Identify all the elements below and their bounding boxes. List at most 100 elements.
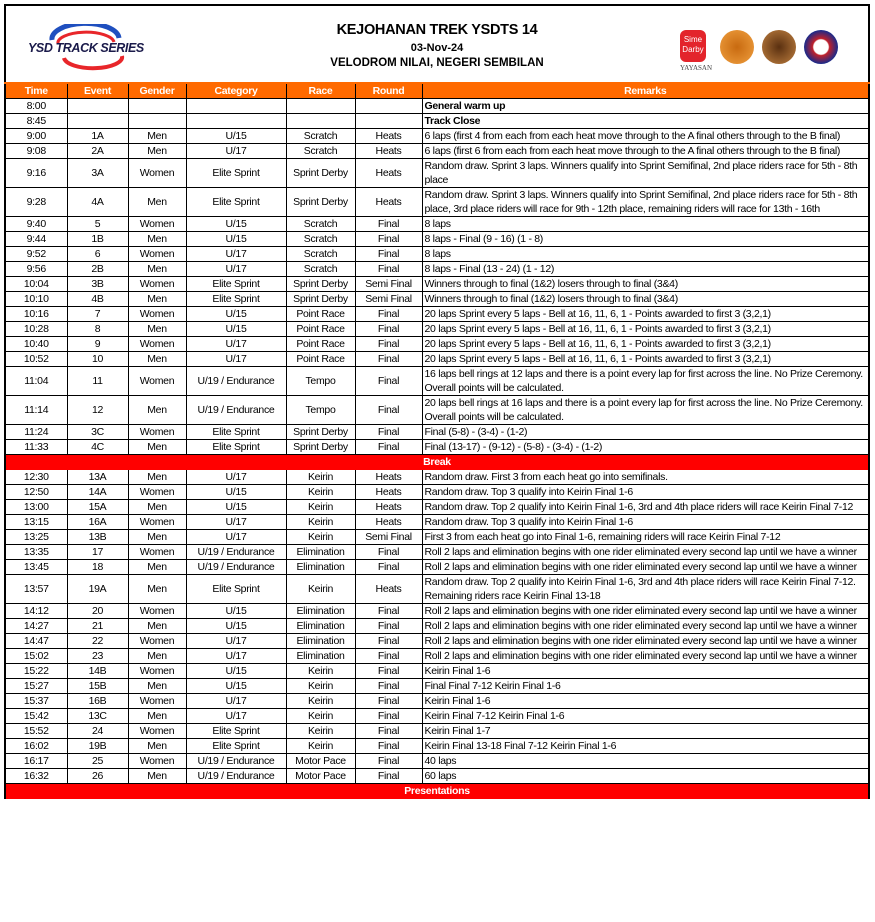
- cell-time: 12:30: [4, 469, 68, 485]
- cell-category: Elite Sprint: [185, 723, 287, 739]
- cell-remarks: First 3 from each heat go into Final 1-6…: [421, 529, 870, 545]
- cell-time: 12:50: [4, 484, 68, 500]
- cell-remarks: Roll 2 laps and elimination begins with …: [421, 559, 870, 575]
- cell-event: 4B: [66, 291, 129, 307]
- table-row: 11:24 3C Women Elite Sprint Sprint Derby Fina…: [4, 424, 870, 440]
- cell-round: Final: [354, 738, 423, 754]
- cell-race: Elimination: [285, 633, 356, 649]
- table-row: 14:27 21 Men U/15 Elimination Final Roll 2 lap…: [4, 618, 870, 634]
- cell-race: [285, 113, 356, 129]
- cell-race: Scratch: [285, 246, 356, 262]
- cell-remarks: 20 laps Sprint every 5 laps - Bell at 16…: [421, 306, 870, 322]
- separator-label: Presentations: [4, 783, 870, 799]
- cell-event: 14B: [66, 663, 129, 679]
- cell-event: 8: [66, 321, 129, 337]
- cell-time: 11:14: [4, 395, 68, 425]
- cell-gender: Men: [127, 559, 187, 575]
- cell-round: Final: [354, 439, 423, 455]
- table-row: 15:27 15B Men U/15 Keirin Final Final Final 7-…: [4, 678, 870, 694]
- table-row: 10:10 4B Men Elite Sprint Sprint Derby Semi F…: [4, 291, 870, 307]
- cell-remarks: 60 laps: [421, 768, 870, 784]
- cell-category: U/17: [185, 693, 287, 709]
- cell-event: 11: [66, 366, 129, 396]
- table-row: 8:45 Track Close: [4, 113, 870, 129]
- cell-event: 3A: [66, 158, 129, 188]
- cell-category: U/15: [185, 499, 287, 515]
- cell-round: Final: [354, 231, 423, 247]
- cell-gender: Men: [127, 128, 187, 144]
- cell-gender: Men: [127, 618, 187, 634]
- sponsor-crest-icon: [762, 30, 796, 64]
- cell-round: Final: [354, 723, 423, 739]
- cell-event: 3C: [66, 424, 129, 440]
- cell-category: U/17: [185, 246, 287, 262]
- cell-race: Scratch: [285, 128, 356, 144]
- cell-race: Elimination: [285, 559, 356, 575]
- cell-race: Tempo: [285, 395, 356, 425]
- cell-category: Elite Sprint: [185, 439, 287, 455]
- table-row: 9:28 4A Men Elite Sprint Sprint Derby Heats Ra…: [4, 187, 870, 217]
- cell-race: Motor Pace: [285, 768, 356, 784]
- cell-gender: Men: [127, 768, 187, 784]
- cell-category: Elite Sprint: [185, 276, 287, 292]
- cell-round: Final: [354, 708, 423, 724]
- cell-category: U/17: [185, 514, 287, 530]
- cell-category: U/15: [185, 678, 287, 694]
- cell-time: 8:00: [4, 98, 68, 114]
- cell-category: U/17: [185, 529, 287, 545]
- cell-category: U/17: [185, 648, 287, 664]
- document-header: YSD TRACK SERIES KEJOHANAN TREK YSDTS 14…: [4, 4, 870, 82]
- cell-time: 15:02: [4, 648, 68, 664]
- sponsor-logos: Sime Darby YAYASAN: [679, 30, 838, 72]
- cell-gender: Women: [127, 336, 187, 352]
- table-row: 12:50 14A Women U/15 Keirin Heats Random draw.…: [4, 484, 870, 500]
- column-header-event: Event: [66, 82, 129, 99]
- cell-category: U/17: [185, 633, 287, 649]
- cell-gender: Women: [127, 663, 187, 679]
- cell-time: 16:32: [4, 768, 68, 784]
- cell-round: Semi Final: [354, 291, 423, 307]
- cell-race: Keirin: [285, 469, 356, 485]
- cell-event: 25: [66, 753, 129, 769]
- cell-remarks: Keirin Final 1-6: [421, 663, 870, 679]
- cell-event: 3B: [66, 276, 129, 292]
- cell-round: Final: [354, 351, 423, 367]
- cell-remarks: 20 laps Sprint every 5 laps - Bell at 16…: [421, 351, 870, 367]
- cell-round: Final: [354, 366, 423, 396]
- cell-gender: Men: [127, 529, 187, 545]
- cell-event: 12: [66, 395, 129, 425]
- table-row: 14:12 20 Women U/15 Elimination Final Roll 2 l…: [4, 603, 870, 619]
- logo-text: YSD TRACK SERIES: [28, 41, 144, 55]
- cell-category: Elite Sprint: [185, 424, 287, 440]
- cell-race: Keirin: [285, 663, 356, 679]
- cell-gender: Women: [127, 544, 187, 560]
- cell-time: 10:10: [4, 291, 68, 307]
- table-row: 15:42 13C Men U/17 Keirin Final Keirin Final 7…: [4, 708, 870, 724]
- cell-round: Heats: [354, 499, 423, 515]
- table-row: 9:08 2A Men U/17 Scratch Heats 6 laps (first 6…: [4, 143, 870, 159]
- cell-category: [185, 98, 287, 114]
- cell-gender: Women: [127, 693, 187, 709]
- table-row: 15:52 24 Women Elite Sprint Keirin Final Keiri…: [4, 723, 870, 739]
- cell-event: 21: [66, 618, 129, 634]
- cell-race: Sprint Derby: [285, 291, 356, 307]
- cell-round: Final: [354, 648, 423, 664]
- cell-event: 16B: [66, 693, 129, 709]
- table-row: 16:17 25 Women U/19 / Endurance Motor Pace Fi…: [4, 753, 870, 769]
- cell-round: Heats: [354, 143, 423, 159]
- cell-gender: Men: [127, 574, 187, 604]
- table-header-row: Time Event Gender Category Race Round Remarks: [4, 82, 870, 99]
- cell-race: Point Race: [285, 336, 356, 352]
- cell-category: U/17: [185, 469, 287, 485]
- cell-race: [285, 98, 356, 114]
- section-separator-row: Break: [4, 454, 870, 470]
- cell-remarks: Random draw. Top 2 qualify into Keirin F…: [421, 574, 870, 604]
- table-row: 9:52 6 Women U/17 Scratch Final 8 laps: [4, 246, 870, 262]
- cell-round: Heats: [354, 574, 423, 604]
- cell-category: U/19 / Endurance: [185, 395, 287, 425]
- cell-race: Keirin: [285, 738, 356, 754]
- cell-remarks: Final (5-8) - (3-4) - (1-2): [421, 424, 870, 440]
- table-row: 15:22 14B Women U/15 Keirin Final Keirin Final…: [4, 663, 870, 679]
- cell-category: U/17: [185, 708, 287, 724]
- cell-time: 13:25: [4, 529, 68, 545]
